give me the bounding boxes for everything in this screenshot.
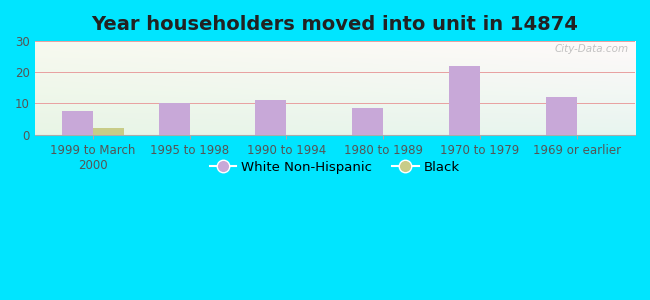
- Bar: [352, 108, 383, 134]
- Bar: [62, 111, 93, 134]
- Legend: White Non-Hispanic, Black: White Non-Hispanic, Black: [205, 156, 465, 179]
- Bar: [546, 97, 577, 134]
- Bar: [449, 66, 480, 134]
- Title: Year householders moved into unit in 14874: Year householders moved into unit in 148…: [92, 15, 578, 34]
- Bar: [159, 103, 190, 134]
- Text: City-Data.com: City-Data.com: [555, 44, 629, 54]
- Bar: [255, 100, 287, 134]
- Bar: [93, 128, 124, 134]
